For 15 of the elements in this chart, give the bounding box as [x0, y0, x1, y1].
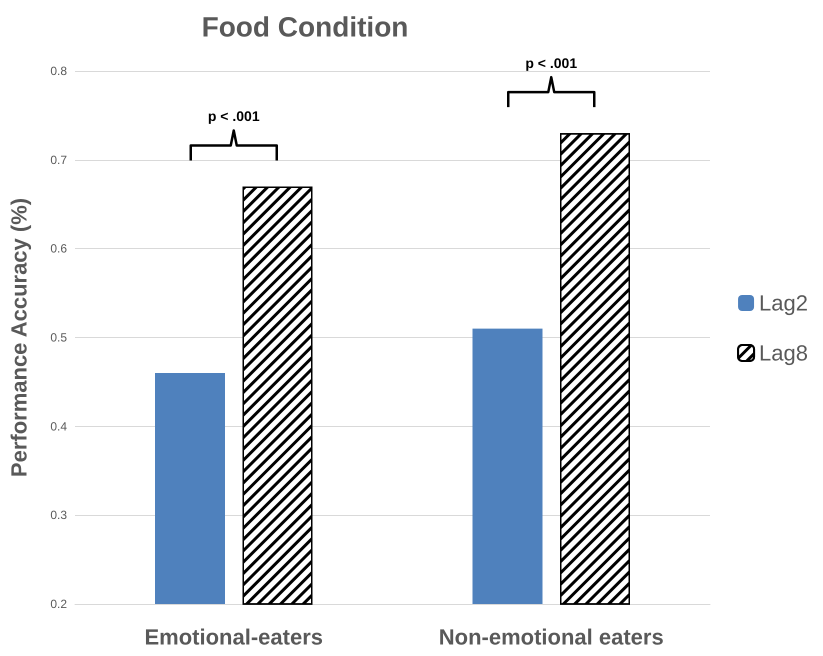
legend-label: Lag2	[759, 290, 808, 316]
y-tick-label: 0.8	[50, 64, 68, 78]
annotation: p < .001	[208, 108, 260, 124]
y-tick-label: 0.7	[50, 152, 68, 167]
x-tick-label: Emotional-eaters	[144, 624, 323, 650]
y-tick-label: 0.6	[50, 242, 68, 256]
y-tick-label: 0.3	[50, 508, 68, 522]
y-tick-label: 0.2	[50, 597, 68, 611]
y-axis-title: Performance Accuracy (%)	[6, 198, 32, 478]
legend-label: Lag8	[759, 340, 808, 366]
text: p < .001	[525, 55, 578, 72]
y-tick-label: 0.5	[50, 330, 68, 344]
chart-title: Food Condition	[202, 12, 408, 42]
x-tick-label: Non-emotional eaters	[438, 624, 664, 650]
y-tick-label: 0.4	[50, 419, 68, 434]
